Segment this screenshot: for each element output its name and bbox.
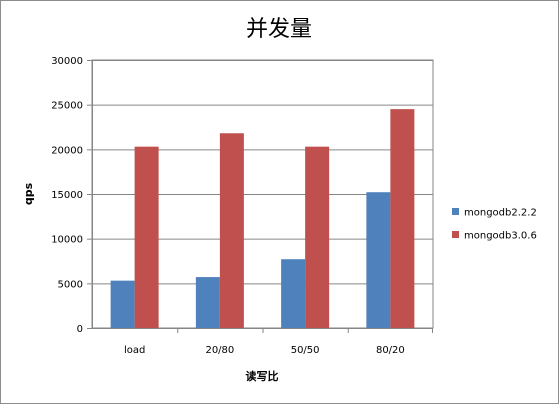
bar-2-2 — [219, 133, 244, 328]
legend-swatch-1 — [452, 208, 459, 215]
x-axis-title: 读写比 — [246, 369, 279, 383]
y-tick-label-15000: 15000 — [51, 190, 83, 201]
legend-swatch-2 — [452, 231, 459, 238]
y-tick-label-0: 0 — [77, 324, 83, 335]
bar-2-3 — [305, 146, 330, 328]
plot-area: 0 5000 10000 15000 20000 25000 30000 load 20/80 5… — [51, 56, 434, 356]
y-tick-label-25000: 25000 — [51, 101, 83, 112]
y-tick-label-30000: 30000 — [51, 56, 83, 67]
y-tick-label-10000: 10000 — [51, 235, 83, 246]
bar-1-4 — [366, 192, 391, 328]
y-axis-title: qps — [22, 182, 35, 205]
bar-1-1 — [110, 280, 135, 328]
bar-2-1 — [134, 146, 159, 328]
legend-label-1: mongodb2.2.2 — [464, 208, 537, 219]
x-tick-label-4: 80/20 — [376, 345, 405, 356]
chart-title: 并发量 — [246, 17, 312, 42]
bar-2-4 — [390, 109, 415, 328]
legend: mongodb2.2.2 mongodb3.0.6 — [452, 208, 537, 242]
bar-1-3 — [281, 259, 306, 328]
x-tick-label-1: load — [124, 345, 145, 356]
y-tick-label-5000: 5000 — [58, 279, 83, 290]
x-tick-label-3: 50/50 — [291, 345, 320, 356]
legend-label-2: mongodb3.0.6 — [464, 231, 537, 242]
y-tick-label-20000: 20000 — [51, 145, 83, 156]
bar-1-2 — [195, 277, 220, 328]
x-tick-label-2: 20/80 — [205, 345, 234, 356]
